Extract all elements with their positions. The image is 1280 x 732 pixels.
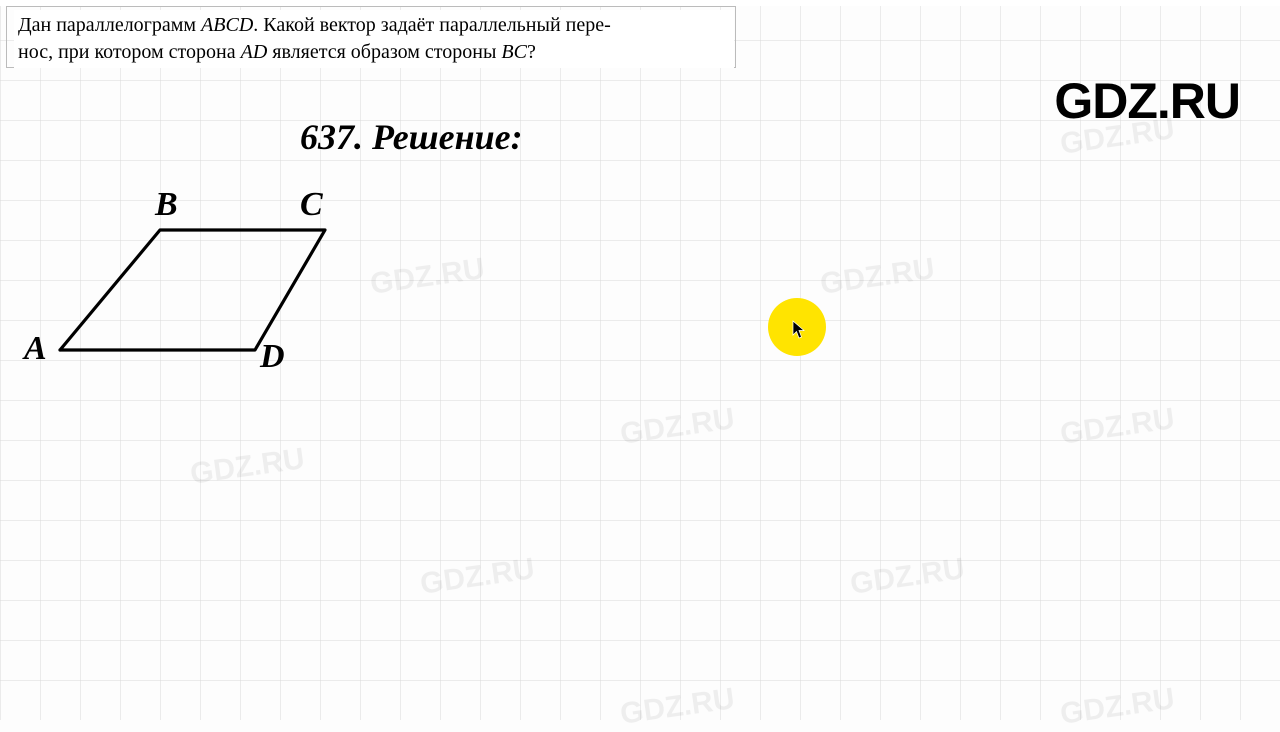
parallelogram-diagram xyxy=(20,180,380,400)
solution-heading: 637. Решение: xyxy=(300,116,523,158)
top-white-strip xyxy=(0,0,1280,6)
cursor-arrow-icon xyxy=(792,320,808,345)
problem-abcd: ABCD xyxy=(201,14,253,36)
problem-line1-pre: Дан параллелограмм xyxy=(18,14,201,36)
problem-line2-post: ? xyxy=(527,41,536,63)
site-logo: GDZ.RU xyxy=(1054,72,1240,130)
problem-line2-pre: нос, при котором сторона xyxy=(18,41,241,63)
problem-bc: BC xyxy=(501,41,527,63)
problem-line2-mid: является образом стороны xyxy=(267,41,501,63)
problem-line1-post: . Какой вектор задаёт параллельный пере- xyxy=(253,14,610,36)
vertex-label-c: C xyxy=(300,186,323,224)
vertex-label-d: D xyxy=(260,338,285,376)
problem-ad: AD xyxy=(241,41,268,63)
vertex-label-b: B xyxy=(155,186,178,224)
vertex-label-a: A xyxy=(24,330,47,368)
problem-statement: Дан параллелограмм ABCD. Какой вектор за… xyxy=(14,10,734,68)
